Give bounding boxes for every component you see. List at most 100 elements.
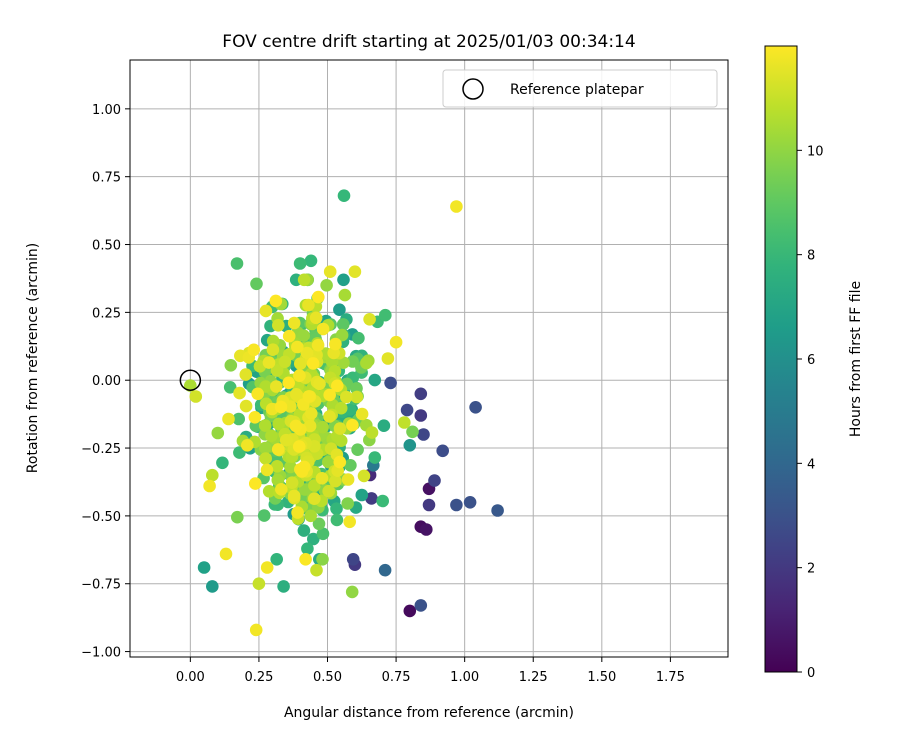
grid [130,60,728,657]
scatter-point [377,419,391,433]
scatter-point [315,472,329,485]
y-axis: −1.00 −0.75 −0.50 −0.25 0.00 0.25 0.50 0.75 1.00 [81,103,130,661]
scatter-point [316,527,330,541]
x-tick-label: 1.50 [587,670,616,685]
scatter-point [308,492,321,506]
legend-entry-label: Reference platepar [510,82,644,98]
scatter-point [450,498,463,512]
x-tick-label: 0.75 [382,670,411,685]
colorbar-tick-label: 4 [807,457,815,472]
legend-open-circle-icon [462,78,484,100]
scatter-point [248,411,262,424]
scatter-point [275,483,288,496]
scatter-point [337,189,351,202]
scatter-point [249,477,262,490]
scatter-point [403,604,417,618]
scatter-point [257,509,271,522]
scatter-point [259,380,273,393]
colorbar-tick-label: 2 [807,562,815,577]
scatter-point [379,308,392,322]
scatter-point [222,412,235,426]
scatter-point [282,329,296,343]
scatter-point [316,420,329,434]
scatter-point [239,399,253,413]
scatter-point [365,426,379,439]
scatter-point [313,377,326,391]
scatter-point [376,494,390,508]
legend: Reference platepar [442,69,718,108]
y-tick-label: −0.25 [81,442,121,457]
scatter-point [436,444,450,458]
y-tick-label: 0.00 [92,374,121,389]
chart-title: FOV centre drift starting at 2025/01/03 … [222,32,635,52]
scatter-point [297,273,311,287]
scatter-point [297,329,311,343]
scatter-point [491,504,504,517]
scatter-point [312,290,325,304]
colorbar: 0 2 4 6 8 10 Hours from first FF file [764,45,864,681]
scatter-point [341,473,355,486]
scatter-point [360,356,373,370]
scatter-point [233,446,246,459]
scatter-point [368,451,382,464]
scatter-point [341,497,355,510]
scatter-point [301,542,314,555]
scatter-point [282,376,296,390]
x-axis-label: Angular distance from reference (arcmin) [284,705,574,721]
scatter-point [316,553,329,566]
scatter-point [251,387,264,401]
scatter-point [249,623,263,637]
scatter-point [252,577,266,590]
scatter-point [384,376,397,390]
scatter-point [287,489,301,503]
scatter-point [259,452,273,465]
scatter-point [346,418,359,432]
scatter-point [224,359,238,372]
scatter-point [322,455,335,469]
scatter-point [270,553,284,566]
scatter-point [414,599,428,612]
scatter-point [219,547,233,561]
scatter-point [346,355,359,368]
scatter-point [306,357,320,370]
scatter-point [247,343,261,357]
x-tick-label: 1.75 [656,670,685,685]
scatter-point [355,407,369,421]
scatter-point [269,294,283,308]
colorbar-tick-label: 0 [807,666,815,681]
scatter-point [345,585,359,599]
scatter-point [316,322,330,336]
scatter-point [450,200,463,213]
scatter-point [428,474,441,487]
scatter-point [357,469,371,483]
y-tick-label: 1.00 [92,103,121,118]
scatter-point [300,346,314,360]
scatter-point [414,387,428,401]
scatter-point [270,460,284,473]
y-tick-label: −0.50 [81,510,121,525]
scatter-point [304,509,318,523]
scatter-point [272,417,286,431]
scatter-point [184,379,197,392]
scatter-point [406,425,419,439]
scatter-point [304,254,318,268]
scatter-point [330,502,343,515]
reference-marker-layer [179,369,202,391]
scatter-point [312,517,326,531]
x-tick-label: 0.50 [313,670,342,685]
scatter-point [378,563,392,577]
scatter-point [329,337,342,351]
scatter-point [343,515,357,529]
scatter-point [417,428,430,441]
scatter-point [333,303,346,317]
scatter-point [302,390,316,403]
plot-frame [129,59,729,658]
y-tick-label: −0.75 [81,578,121,593]
scatter-point [310,563,323,577]
scatter-point [400,403,414,417]
scatter-point [293,257,307,270]
y-tick-label: −1.00 [81,646,121,661]
scatter-point [348,265,362,279]
scatter-point [338,288,352,302]
